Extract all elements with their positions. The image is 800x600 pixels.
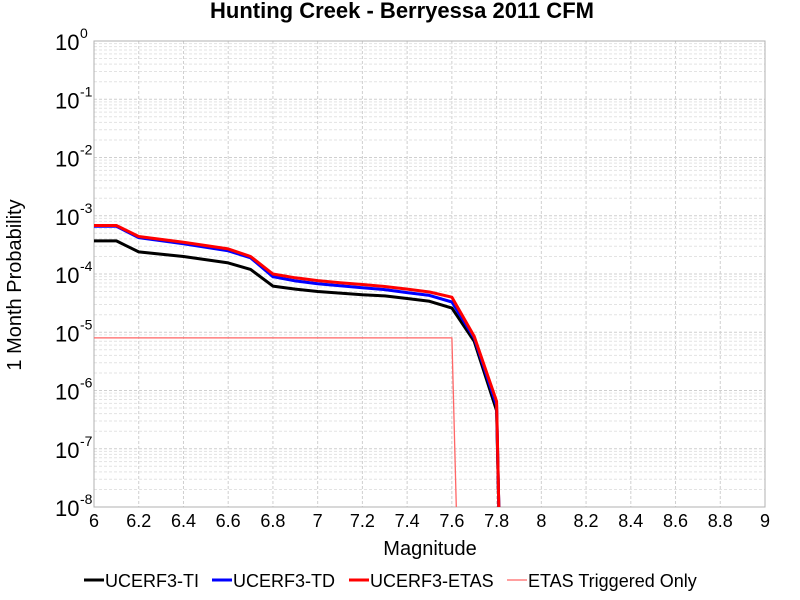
y-tick-label: 10 0 [55, 25, 88, 55]
x-tick-label: 7.8 [484, 511, 509, 531]
y-tick-label: 10 -5 [55, 316, 93, 346]
y-tick-label: 10 -2 [55, 142, 93, 172]
y-axis-label: 1 Month Probability [4, 199, 26, 370]
grid [93, 41, 766, 508]
x-tick-label: 8.6 [663, 511, 688, 531]
plot-frame [93, 40, 766, 508]
y-tick-base: 10 [55, 438, 79, 463]
y-tick-label: 10 -3 [55, 200, 93, 230]
legend: UCERF3-TI UCERF3-TD UCERF3-ETAS ETAS Trigge… [84, 571, 697, 591]
y-tick-base: 10 [55, 263, 79, 288]
y-tick-base: 10 [55, 496, 79, 521]
series-group [94, 224, 501, 507]
x-tick-label: 8.8 [708, 511, 733, 531]
y-tick-exponent: -2 [80, 142, 93, 158]
x-tick-label: 6.4 [171, 511, 196, 531]
series-line-etas-triggered-only [94, 337, 457, 507]
series-line-ucerf3-etas [94, 224, 501, 507]
legend-label: UCERF3-TI [105, 571, 199, 591]
y-tick-label: 10 -6 [55, 375, 93, 405]
y-tick-exponent: 0 [80, 25, 88, 41]
x-tick-label: 6 [89, 511, 99, 531]
x-tick-label: 8.4 [618, 511, 643, 531]
y-tick-label: 10 -8 [55, 491, 93, 521]
x-tick-label: 6.6 [216, 511, 241, 531]
x-tick-label: 7 [313, 511, 323, 531]
y-tick-label: 10 -7 [55, 433, 93, 463]
x-tick-label: 9 [760, 511, 770, 531]
y-tick-exponent: -3 [80, 200, 93, 216]
y-tick-base: 10 [55, 205, 79, 230]
y-tick-base: 10 [55, 321, 79, 346]
y-tick-label: 10 -4 [55, 258, 93, 288]
x-tick-label: 7.6 [439, 511, 464, 531]
series-line-ucerf3-td [94, 224, 501, 507]
y-tick-exponent: -4 [80, 258, 93, 274]
y-tick-base: 10 [55, 380, 79, 405]
legend-label: UCERF3-ETAS [370, 571, 494, 591]
legend-label: ETAS Triggered Only [528, 571, 697, 591]
y-tick-exponent: -8 [80, 491, 93, 507]
series-line-ucerf3-ti [94, 239, 501, 507]
y-tick-base: 10 [55, 88, 79, 113]
x-tick-label: 8.2 [574, 511, 599, 531]
x-tick-label: 6.8 [260, 511, 285, 531]
chart-title: Hunting Creek - Berryessa 2011 CFM [210, 0, 594, 23]
x-tick-labels: 6 6.2 6.4 6.6 6.8 7 7.2 7.4 7.6 7.8 8 8.2 8.4 8.6 8.8 9 [89, 511, 770, 531]
y-tick-exponent: -1 [80, 83, 93, 99]
x-tick-label: 7.4 [395, 511, 420, 531]
x-tick-label: 6.2 [126, 511, 151, 531]
legend-label: UCERF3-TD [233, 571, 335, 591]
y-tick-exponent: -5 [80, 316, 93, 332]
x-tick-label: 7.2 [350, 511, 375, 531]
y-tick-exponent: -7 [80, 433, 93, 449]
y-tick-label: 10 -1 [55, 83, 93, 113]
x-axis-label: Magnitude [383, 538, 476, 560]
x-tick-label: 8 [536, 511, 546, 531]
y-tick-exponent: -6 [80, 375, 93, 391]
y-tick-base: 10 [55, 147, 79, 172]
y-tick-base: 10 [55, 30, 79, 55]
